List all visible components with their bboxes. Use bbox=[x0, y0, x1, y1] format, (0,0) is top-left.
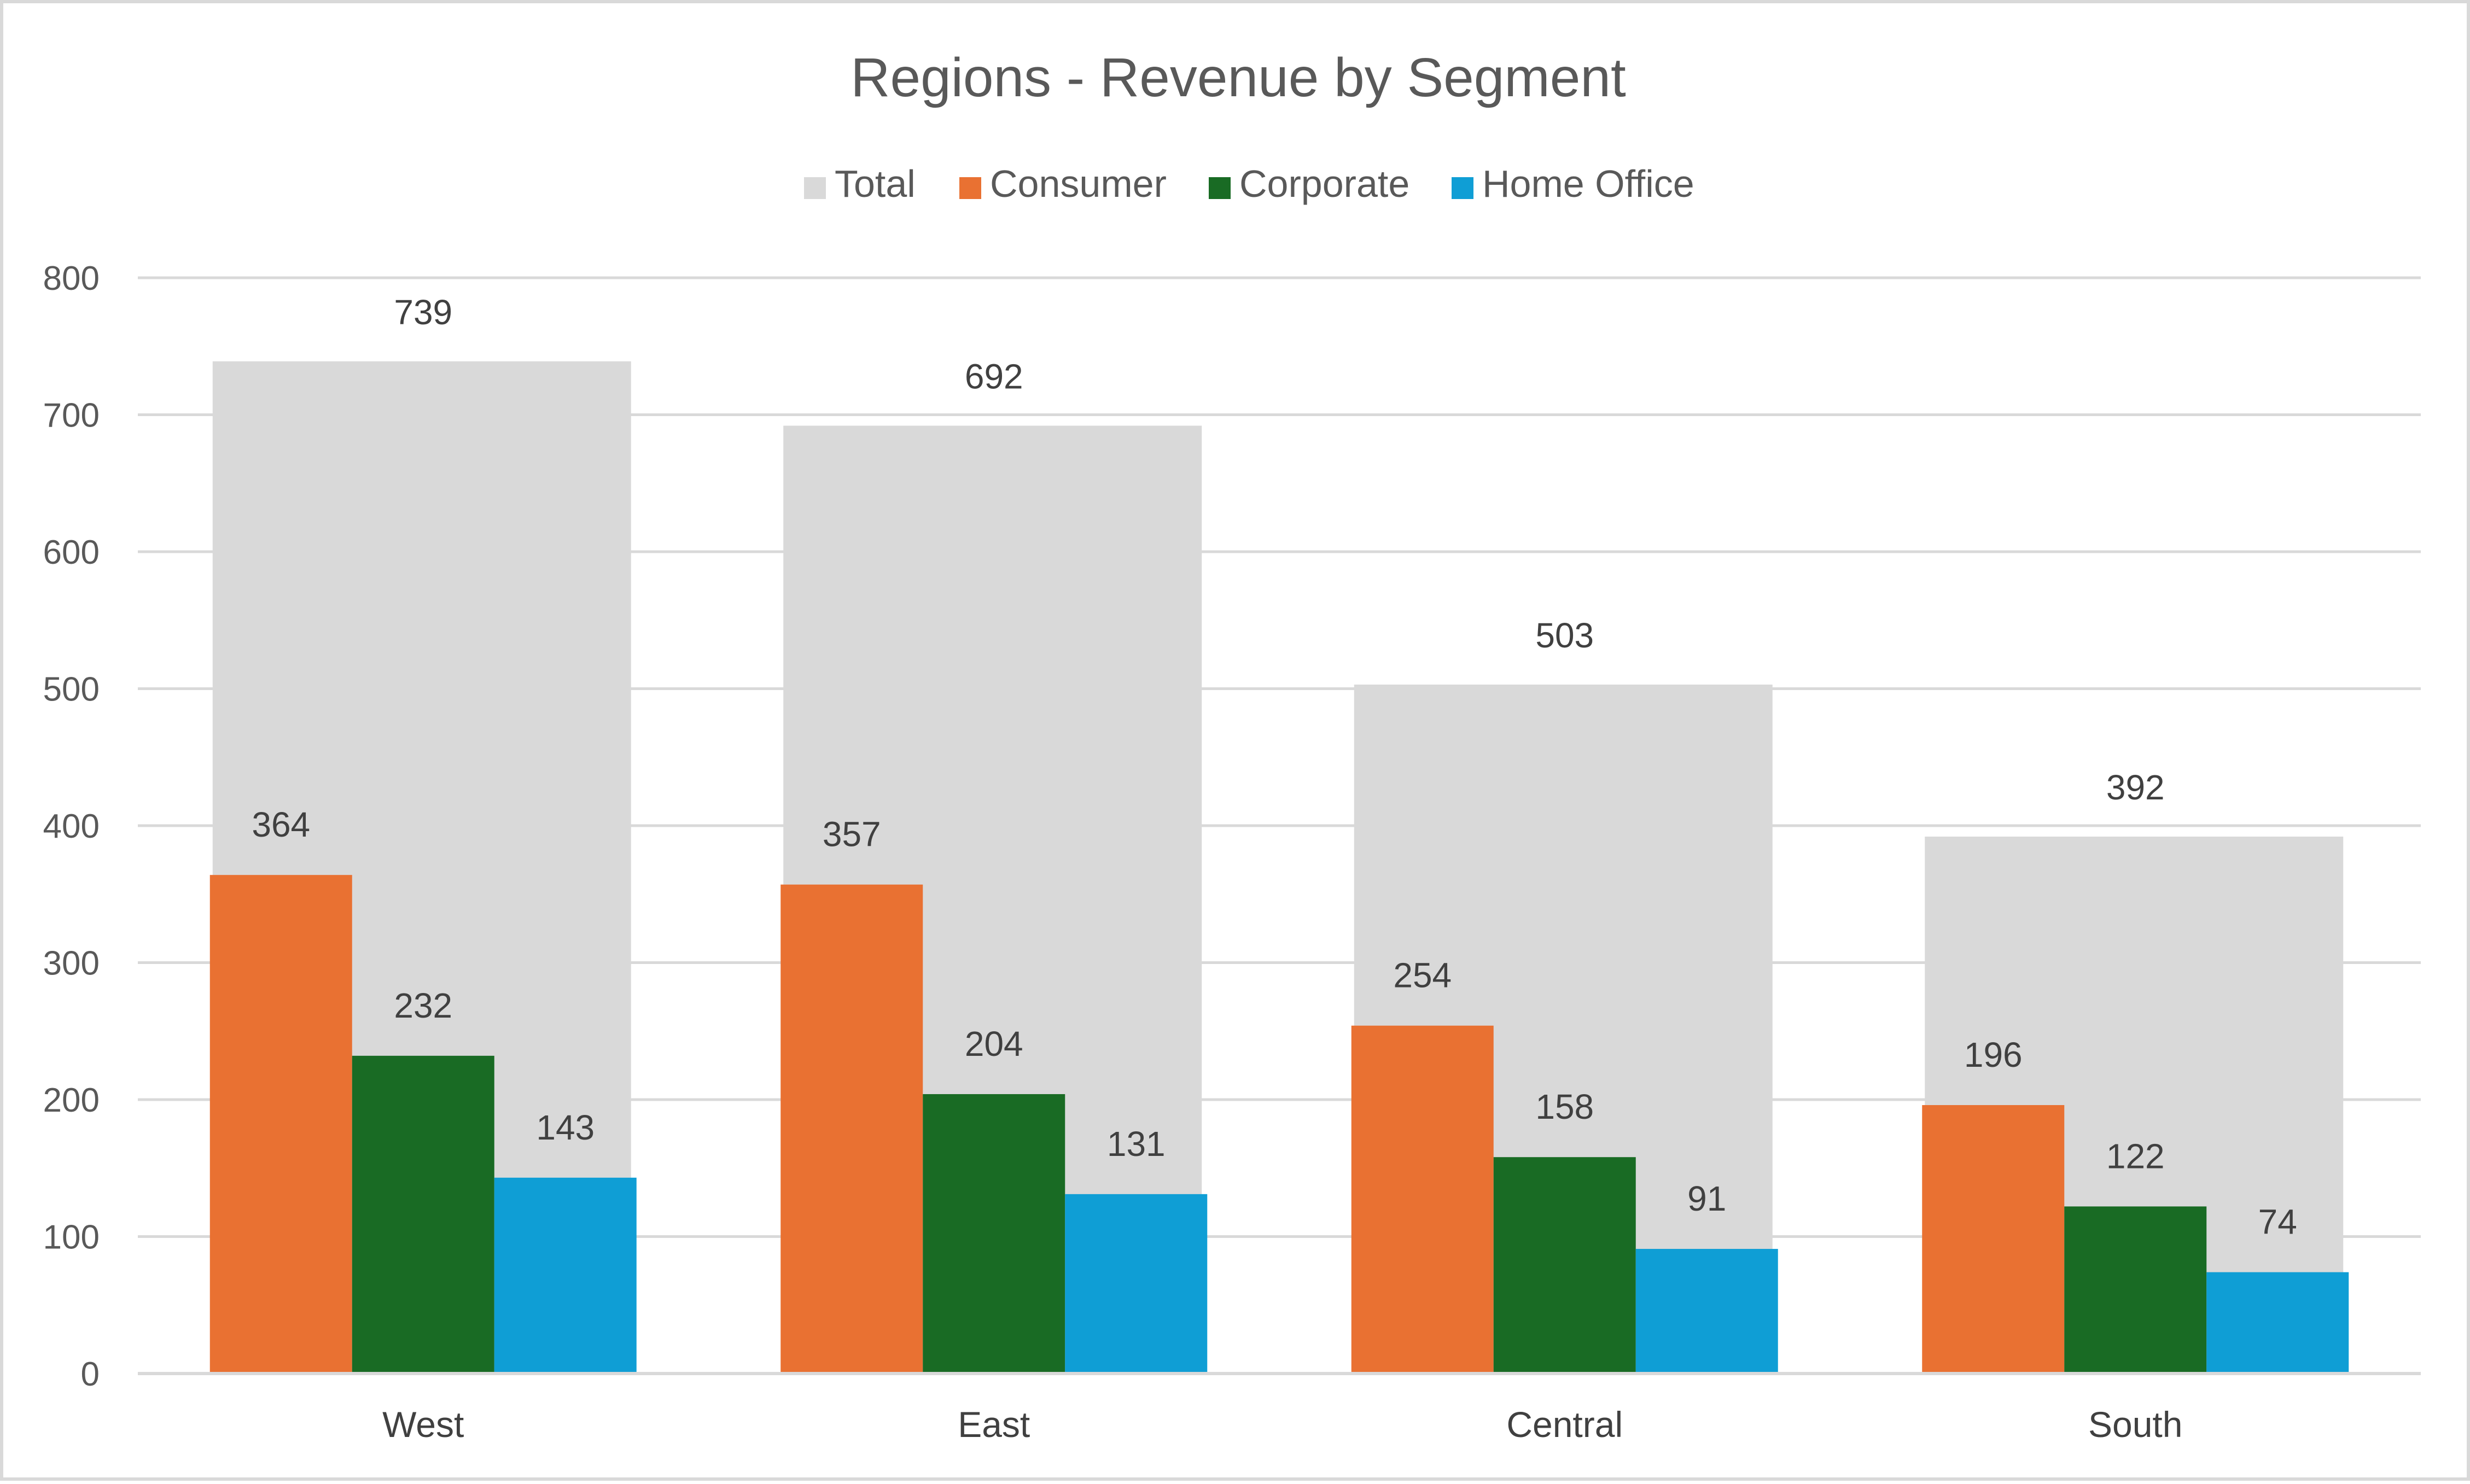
y-tick-label-100: 100 bbox=[43, 1219, 100, 1257]
home-office-label-central: 91 bbox=[1687, 1179, 1726, 1218]
legend-swatch-home-office bbox=[1452, 177, 1473, 199]
segment-bars bbox=[209, 875, 2349, 1374]
x-tick-label-south: South bbox=[2088, 1404, 2182, 1445]
corporate-label-west: 232 bbox=[394, 986, 452, 1025]
legend-label-total: Total bbox=[835, 162, 916, 205]
corporate-label-central: 158 bbox=[1535, 1087, 1594, 1126]
corporate-bar-south bbox=[2064, 1206, 2207, 1374]
legend-label-home-office: Home Office bbox=[1482, 162, 1694, 205]
total-label-south: 392 bbox=[2106, 768, 2165, 807]
x-tick-label-central: Central bbox=[1506, 1404, 1623, 1445]
total-label-east: 692 bbox=[965, 357, 1023, 396]
x-tick-label-west: West bbox=[382, 1404, 464, 1445]
consumer-bar-east bbox=[780, 884, 923, 1374]
chart-title: Regions - Revenue by Segment bbox=[850, 47, 1626, 108]
home-office-bar-west bbox=[494, 1177, 637, 1374]
total-label-central: 503 bbox=[1535, 616, 1594, 655]
home-office-bar-central bbox=[1635, 1249, 1778, 1374]
consumer-bar-central bbox=[1351, 1025, 1494, 1374]
legend: Total Consumer Corporate Home Office bbox=[804, 162, 1694, 205]
consumer-bar-south bbox=[1922, 1105, 2065, 1374]
y-tick-label-400: 400 bbox=[43, 808, 100, 845]
corporate-bar-east bbox=[923, 1094, 1065, 1374]
total-label-west: 739 bbox=[394, 293, 452, 332]
home-office-bar-east bbox=[1065, 1194, 1208, 1374]
legend-swatch-corporate bbox=[1209, 177, 1231, 199]
corporate-bar-west bbox=[352, 1055, 494, 1374]
home-office-label-east: 131 bbox=[1107, 1124, 1166, 1164]
x-axis: West East Central South bbox=[138, 1372, 2421, 1445]
y-axis: 0 100 200 300 400 500 600 700 800 bbox=[43, 260, 100, 1393]
y-tick-label-800: 800 bbox=[43, 260, 100, 297]
corporate-label-south: 122 bbox=[2106, 1136, 2165, 1176]
legend-label-consumer: Consumer bbox=[990, 162, 1167, 205]
home-office-bar-south bbox=[2206, 1272, 2349, 1374]
consumer-label-west: 364 bbox=[252, 805, 310, 844]
corporate-label-east: 204 bbox=[965, 1024, 1023, 1064]
consumer-bar-west bbox=[209, 875, 352, 1374]
legend-label-corporate: Corporate bbox=[1239, 162, 1409, 205]
home-office-label-west: 143 bbox=[536, 1108, 595, 1147]
y-tick-label-200: 200 bbox=[43, 1082, 100, 1119]
y-tick-label-0: 0 bbox=[81, 1356, 100, 1393]
legend-swatch-consumer bbox=[959, 177, 981, 199]
y-tick-label-500: 500 bbox=[43, 671, 100, 709]
y-tick-label-600: 600 bbox=[43, 534, 100, 571]
home-office-label-south: 74 bbox=[2258, 1202, 2297, 1242]
y-tick-label-300: 300 bbox=[43, 945, 100, 983]
y-tick-label-700: 700 bbox=[43, 397, 100, 435]
corporate-bar-central bbox=[1493, 1157, 1636, 1374]
legend-swatch-total bbox=[804, 177, 826, 199]
x-tick-label-east: East bbox=[958, 1404, 1030, 1445]
data-labels: 739 364 232 143 692 357 204 131 503 254 158 91 392 19… bbox=[252, 293, 2297, 1242]
chart-svg: Regions - Revenue by Segment Total Consum… bbox=[43, 47, 2421, 1445]
consumer-label-east: 357 bbox=[823, 815, 881, 854]
consumer-label-central: 254 bbox=[1393, 956, 1452, 995]
consumer-label-south: 196 bbox=[1964, 1035, 2023, 1074]
